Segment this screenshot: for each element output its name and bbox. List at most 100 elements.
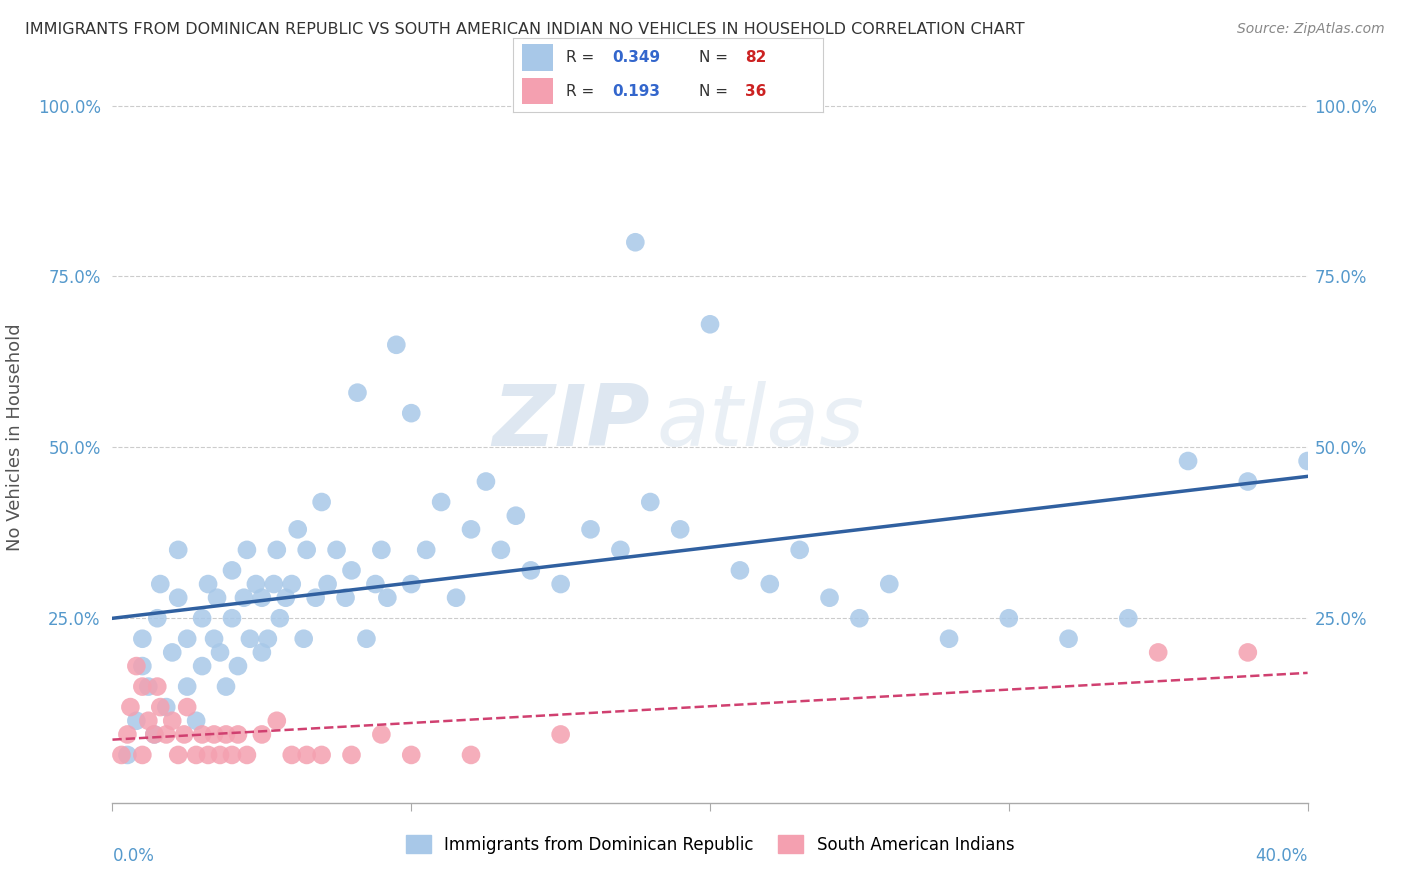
Point	[191, 727, 214, 741]
Point	[669, 522, 692, 536]
Text: Source: ZipAtlas.com: Source: ZipAtlas.com	[1237, 22, 1385, 37]
Point	[155, 700, 177, 714]
Point	[759, 577, 782, 591]
Point	[340, 747, 363, 762]
Point	[209, 747, 232, 762]
Point	[209, 645, 232, 659]
Point	[370, 727, 392, 741]
Point	[191, 659, 214, 673]
Text: atlas: atlas	[657, 381, 865, 464]
Point	[138, 714, 160, 728]
Point	[215, 680, 238, 694]
Point	[1057, 632, 1080, 646]
Point	[292, 632, 315, 646]
Point	[250, 727, 273, 741]
Point	[149, 700, 172, 714]
Point	[215, 727, 238, 741]
Point	[311, 747, 333, 762]
Point	[176, 680, 198, 694]
Point	[266, 714, 288, 728]
Point	[444, 591, 467, 605]
Point	[938, 632, 960, 646]
Point	[475, 475, 498, 489]
Point	[287, 522, 309, 536]
Point	[233, 591, 256, 605]
Point	[120, 700, 142, 714]
Point	[1118, 611, 1140, 625]
Point	[401, 577, 423, 591]
Point	[125, 659, 148, 673]
Point	[143, 727, 166, 741]
Point	[356, 632, 378, 646]
Point	[401, 406, 423, 420]
Point	[998, 611, 1021, 625]
Text: N =: N =	[699, 50, 728, 65]
Point	[146, 611, 169, 625]
Point	[377, 591, 399, 605]
Text: 0.193: 0.193	[612, 84, 661, 98]
Point	[149, 577, 172, 591]
Point	[460, 522, 482, 536]
Point	[138, 680, 160, 694]
Point	[335, 591, 357, 605]
Point	[162, 645, 183, 659]
Point	[202, 632, 225, 646]
Point	[110, 747, 132, 762]
Point	[340, 563, 363, 577]
Point	[263, 577, 285, 591]
Point	[305, 591, 328, 605]
Point	[250, 645, 273, 659]
Point	[176, 632, 198, 646]
Point	[316, 577, 339, 591]
Point	[226, 659, 249, 673]
Point	[186, 747, 208, 762]
Point	[167, 542, 190, 557]
Point	[221, 563, 243, 577]
Point	[325, 542, 347, 557]
Text: 82: 82	[745, 50, 766, 65]
Point	[117, 747, 139, 762]
Point	[295, 542, 318, 557]
Y-axis label: No Vehicles in Household: No Vehicles in Household	[6, 323, 24, 551]
Point	[239, 632, 262, 646]
Point	[1296, 454, 1319, 468]
Point	[489, 542, 512, 557]
Point	[505, 508, 527, 523]
Point	[250, 591, 273, 605]
Point	[162, 714, 183, 728]
Point	[370, 542, 392, 557]
Point	[699, 318, 721, 332]
Text: R =: R =	[565, 50, 593, 65]
Point	[550, 727, 572, 741]
Point	[131, 632, 153, 646]
Point	[245, 577, 267, 591]
Text: ZIP: ZIP	[492, 381, 651, 464]
Point	[520, 563, 543, 577]
Point	[1237, 475, 1260, 489]
Point	[226, 727, 249, 741]
Point	[131, 659, 153, 673]
Point	[131, 747, 153, 762]
Point	[624, 235, 647, 250]
Point	[197, 577, 219, 591]
Point	[1237, 645, 1260, 659]
Point	[146, 680, 169, 694]
FancyBboxPatch shape	[523, 78, 554, 104]
Point	[281, 577, 304, 591]
Point	[173, 727, 195, 741]
Point	[143, 727, 166, 741]
Point	[197, 747, 219, 762]
Text: 0.349: 0.349	[612, 50, 661, 65]
Point	[257, 632, 280, 646]
Point	[269, 611, 291, 625]
Text: 0.0%: 0.0%	[112, 847, 155, 864]
Point	[818, 591, 841, 605]
Point	[221, 611, 243, 625]
Point	[266, 542, 288, 557]
Point	[202, 727, 225, 741]
Point	[131, 680, 153, 694]
Point	[281, 747, 304, 762]
Point	[1177, 454, 1199, 468]
Legend: Immigrants from Dominican Republic, South American Indians: Immigrants from Dominican Republic, Sout…	[399, 829, 1021, 860]
Point	[1147, 645, 1170, 659]
